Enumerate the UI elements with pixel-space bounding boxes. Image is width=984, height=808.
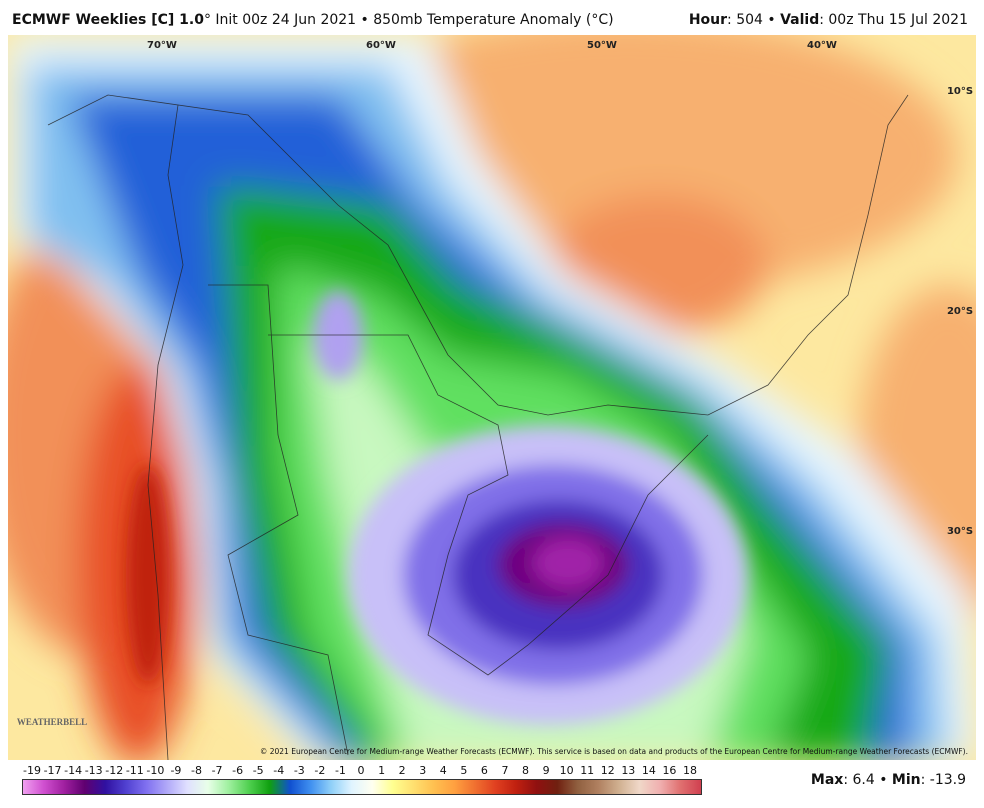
hour-value: : 504 • [727,12,781,28]
max-label: Max [810,772,844,788]
lon-label: 70°W [147,40,177,51]
colorbar-label: -19 [23,764,41,777]
valid-time: Hour: 504 • Valid: 00z Thu 15 Jul 2021 [689,12,968,28]
colorbar-label: 7 [501,764,509,777]
title-bold: ECMWF Weeklies [C] 1.0 [12,12,204,28]
colorbar-label: -13 [84,764,103,777]
colorbar-label: -7 [211,764,223,777]
lat-label: 10°S [947,86,973,97]
colorbar [22,779,702,795]
colorbar-label: 8 [522,764,529,777]
colorbar-label: -11 [125,764,144,777]
hour-label: Hour [688,12,728,28]
colorbar-label: -14 [64,764,83,777]
title: ECMWF Weeklies [C] 1.0° Init 00z 24 Jun … [12,12,614,28]
lon-label: 40°W [807,40,837,51]
colorbar-label: -3 [293,764,305,777]
valid-value: : 00z Thu 15 Jul 2021 [819,12,968,28]
colorbar-label: -2 [314,764,326,777]
lon-label: 50°W [587,40,617,51]
valid-label: Valid [780,12,820,28]
colorbar-label: -12 [105,764,124,777]
colorbar-label: 12 [600,764,615,777]
colorbar-label: -9 [170,764,182,777]
max-min: Max: 6.4 • Min: -13.9 [811,772,966,788]
min-value: : -13.9 [920,772,966,788]
max-value: : 6.4 • [843,772,892,788]
colorbar-label: -4 [273,764,285,777]
min-label: Min [891,772,921,788]
colorbar-label: 10 [559,764,574,777]
colorbar-label: 4 [439,764,447,777]
colorbar-label: 16 [662,764,677,777]
colorbar-label: 11 [580,764,595,777]
colorbar-label: -8 [191,764,202,777]
lat-label: 20°S [947,306,973,317]
colorbar-label: -17 [43,764,62,777]
colorbar-label: 6 [480,764,488,777]
lat-label: 30°S [947,526,973,537]
copyright: © 2021 European Centre for Medium-range … [260,747,968,756]
colorbar-label: 1 [378,764,386,777]
colorbar-label: 13 [621,764,636,777]
colorbar-label: 2 [398,764,406,777]
colorbar-label: 18 [683,764,697,777]
colorbar-label: -1 [334,764,346,777]
colorbar-label: -10 [146,764,165,777]
colorbar-label: -5 [252,764,264,777]
map: 70°W 60°W 50°W 40°W 10°S 20°S 30°S WEATH… [8,35,976,760]
colorbar-label: 5 [460,764,468,777]
logo: WEATHERBELL [17,717,87,727]
colorbar-label: 9 [542,764,550,777]
colorbar-label: 0 [357,764,365,777]
colorbar-label: 14 [641,764,656,777]
lon-label: 60°W [366,40,396,51]
title-rest: ° Init 00z 24 Jun 2021 • 850mb Temperatu… [203,12,614,28]
colorbar-label: -6 [232,764,244,777]
colorbar-label: 3 [419,764,427,777]
